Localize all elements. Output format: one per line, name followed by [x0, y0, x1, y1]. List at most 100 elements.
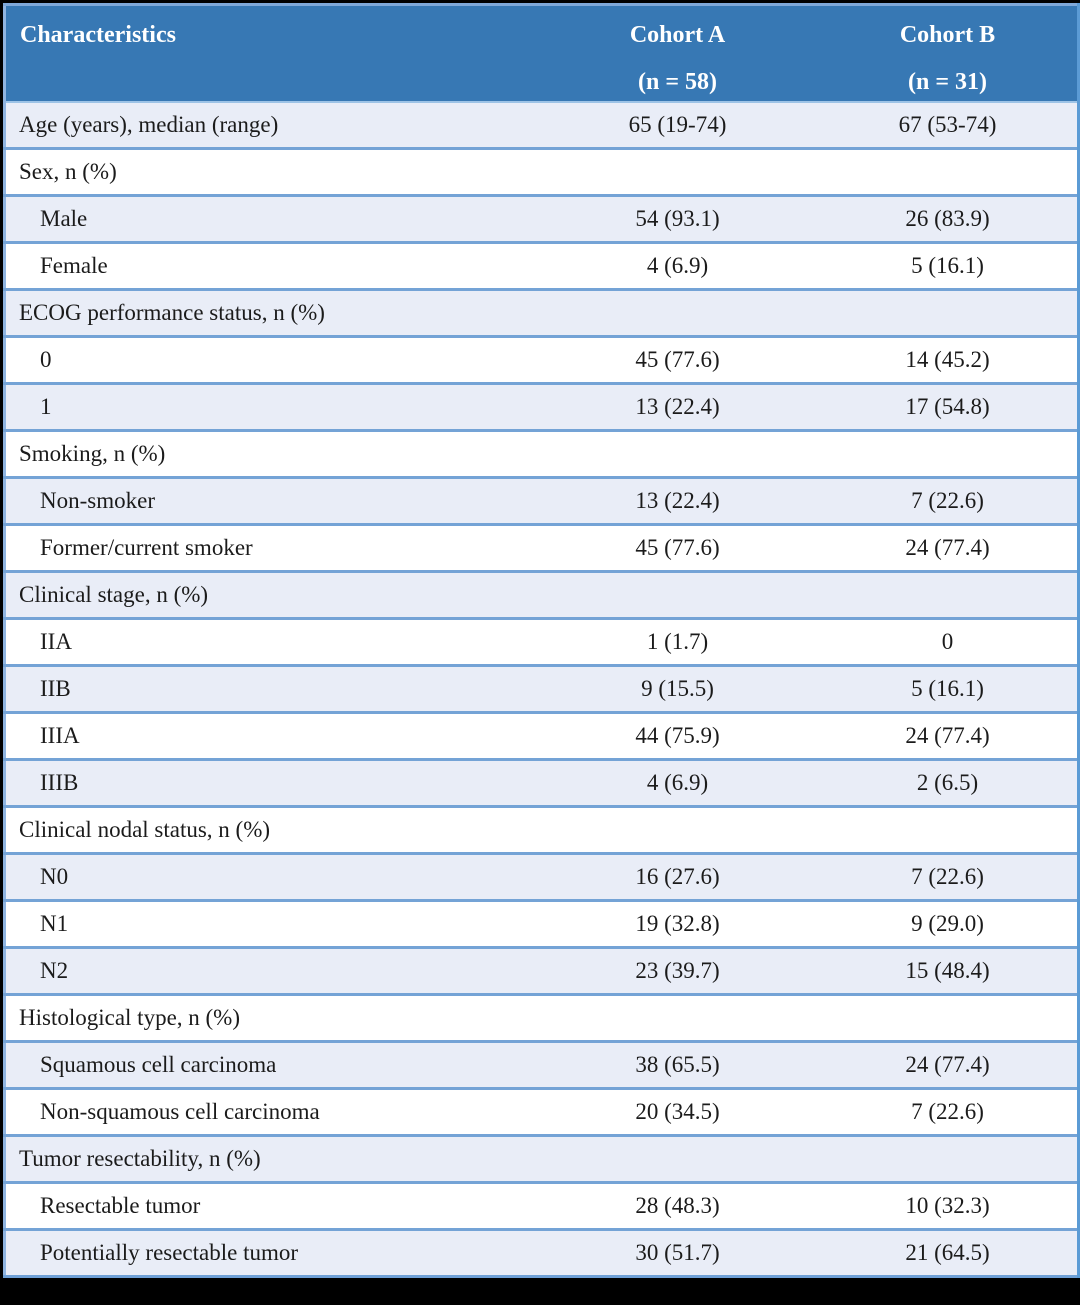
section-label: Sex, n (%) — [19, 159, 117, 184]
cohort-a-value: 20 (34.5) — [635, 1099, 720, 1124]
row-label: IIIB — [40, 770, 79, 795]
cohort-b-value: 9 (29.0) — [911, 911, 984, 936]
cohort-b-value — [819, 995, 1079, 1042]
data-row: IIB 9 (15.5) 5 (16.1) — [4, 665, 1079, 713]
baseline-characteristics-table: Characteristics Cohort A (n = 58) Cohort… — [3, 3, 1080, 1278]
section-label: Histological type, n (%) — [19, 1005, 241, 1030]
cohort-a-value — [537, 995, 819, 1042]
row-label: Resectable tumor — [40, 1193, 201, 1218]
cohort-b-value: 21 (64.5) — [905, 1240, 990, 1265]
cohort-b-value: 10 (32.3) — [905, 1193, 990, 1218]
cohort-b-value — [819, 807, 1079, 854]
cohort-a-value: 13 (22.4) — [635, 488, 720, 513]
data-row: Age (years), median (range) 65 (19-74) 67 … — [4, 101, 1079, 149]
table-body: Age (years), median (range) 65 (19-74) 67 … — [4, 101, 1079, 1277]
cohort-b-value — [819, 572, 1079, 619]
cohort-b-value: 24 (77.4) — [905, 1052, 990, 1077]
cohort-a-value: 19 (32.8) — [635, 911, 720, 936]
cohort-b-value: 7 (22.6) — [911, 488, 984, 513]
row-label: 0 — [40, 347, 52, 372]
cohort-b-value — [819, 149, 1079, 196]
cohort-b-value: 5 (16.1) — [911, 676, 984, 701]
cohort-a-value: 4 (6.9) — [646, 770, 709, 795]
cohort-b-value: 24 (77.4) — [905, 535, 990, 560]
cohort-b-value: 67 (53-74) — [898, 111, 997, 137]
data-row: Potentially resectable tumor 30 (51.7) 21 … — [4, 1229, 1079, 1277]
data-row: 1 13 (22.4) 17 (54.8) — [4, 383, 1079, 431]
row-label: Squamous cell carcinoma — [40, 1052, 277, 1077]
data-row: N0 16 (27.6) 7 (22.6) — [4, 853, 1079, 901]
row-label: Former/current smoker — [40, 535, 253, 560]
data-row: 0 45 (77.6) 14 (45.2) — [4, 336, 1079, 384]
data-row: Former/current smoker 45 (77.6) 24 (77.4) — [4, 524, 1079, 572]
cohort-a-value — [537, 1136, 819, 1183]
row-label: Non-squamous cell carcinoma — [40, 1099, 320, 1124]
row-label: Female — [40, 253, 108, 278]
section-row: Tumor resectability, n (%) — [4, 1135, 1079, 1183]
data-row: Male 54 (93.1) 26 (83.9) — [4, 195, 1079, 243]
cohort-a-value: 45 (77.6) — [635, 535, 720, 560]
section-label: Clinical nodal status, n (%) — [19, 817, 271, 842]
cohort-b-value — [819, 290, 1079, 337]
cohort-b-value: 7 (22.6) — [911, 1099, 984, 1124]
cohort-b-value: 15 (48.4) — [905, 958, 990, 983]
row-label: Male — [40, 206, 88, 231]
section-row: Sex, n (%) — [4, 148, 1079, 196]
section-row: Clinical stage, n (%) — [4, 571, 1079, 619]
section-label: Tumor resectability, n (%) — [19, 1146, 261, 1171]
cohort-b-value: 17 (54.8) — [905, 394, 990, 419]
cohort-a-value: 23 (39.7) — [635, 958, 720, 983]
section-row: Smoking, n (%) — [4, 430, 1079, 478]
data-row: Non-smoker 13 (22.4) 7 (22.6) — [4, 477, 1079, 525]
cohort-a-value: 54 (93.1) — [635, 206, 720, 231]
cohort-a-value — [537, 149, 819, 196]
cohort-a-value: 1 (1.7) — [646, 629, 709, 654]
row-label: Potentially resectable tumor — [40, 1240, 299, 1265]
data-row: IIIA 44 (75.9) 24 (77.4) — [4, 712, 1079, 760]
cohort-a-value — [537, 431, 819, 478]
row-label: IIIA — [40, 723, 80, 748]
cohort-b-value: 0 — [941, 629, 954, 654]
header-row: Characteristics Cohort A (n = 58) Cohort… — [4, 4, 1079, 103]
cohort-a-title: Cohort A — [629, 22, 726, 48]
cohort-b-value — [819, 431, 1079, 478]
cohort-b-title: Cohort B — [899, 22, 996, 48]
row-label: Age (years), median (range) — [19, 111, 279, 137]
table-header: Characteristics Cohort A (n = 58) Cohort… — [4, 4, 1079, 103]
section-row: ECOG performance status, n (%) — [4, 289, 1079, 337]
header-cohort-b: Cohort B (n = 31) — [818, 4, 1079, 103]
data-row: N1 19 (32.8) 9 (29.0) — [4, 900, 1079, 948]
data-row: Female 4 (6.9) 5 (16.1) — [4, 242, 1079, 290]
cohort-a-value: 4 (6.9) — [646, 253, 709, 278]
row-label: 1 — [40, 394, 52, 419]
data-row: Resectable tumor 28 (48.3) 10 (32.3) — [4, 1182, 1079, 1230]
cohort-a-value: 13 (22.4) — [635, 394, 720, 419]
data-row: IIA 1 (1.7) 0 — [4, 618, 1079, 666]
cohort-a-value — [537, 807, 819, 854]
section-label: ECOG performance status, n (%) — [19, 300, 325, 325]
cohort-a-value — [537, 290, 819, 337]
cohort-a-value — [537, 572, 819, 619]
cohort-b-value — [819, 1136, 1079, 1183]
cohort-a-value: 30 (51.7) — [635, 1240, 720, 1265]
data-row: Non-squamous cell carcinoma 20 (34.5) 7 (2… — [4, 1088, 1079, 1136]
cohort-a-value: 38 (65.5) — [635, 1052, 720, 1077]
row-label: IIA — [40, 629, 72, 654]
row-label: N2 — [40, 958, 69, 983]
cohort-a-value: 16 (27.6) — [635, 864, 720, 889]
cohort-b-value: 24 (77.4) — [905, 723, 990, 748]
cohort-a-value: 28 (48.3) — [635, 1193, 720, 1218]
cohort-a-value: 9 (15.5) — [641, 676, 714, 701]
data-row: N2 23 (39.7) 15 (48.4) — [4, 947, 1079, 995]
row-label: N1 — [40, 911, 69, 936]
cohort-b-value: 5 (16.1) — [911, 253, 984, 278]
header-characteristics: Characteristics — [4, 4, 537, 103]
cohort-b-value: 7 (22.6) — [911, 864, 984, 889]
row-label: Non-smoker — [40, 488, 155, 513]
cohort-b-value: 14 (45.2) — [905, 347, 990, 372]
data-row: IIIB 4 (6.9) 2 (6.5) — [4, 759, 1079, 807]
cohort-a-value: 65 (19-74) — [628, 111, 727, 137]
cohort-b-n: (n = 31) — [907, 69, 987, 95]
header-cohort-a: Cohort A (n = 58) — [536, 4, 819, 103]
